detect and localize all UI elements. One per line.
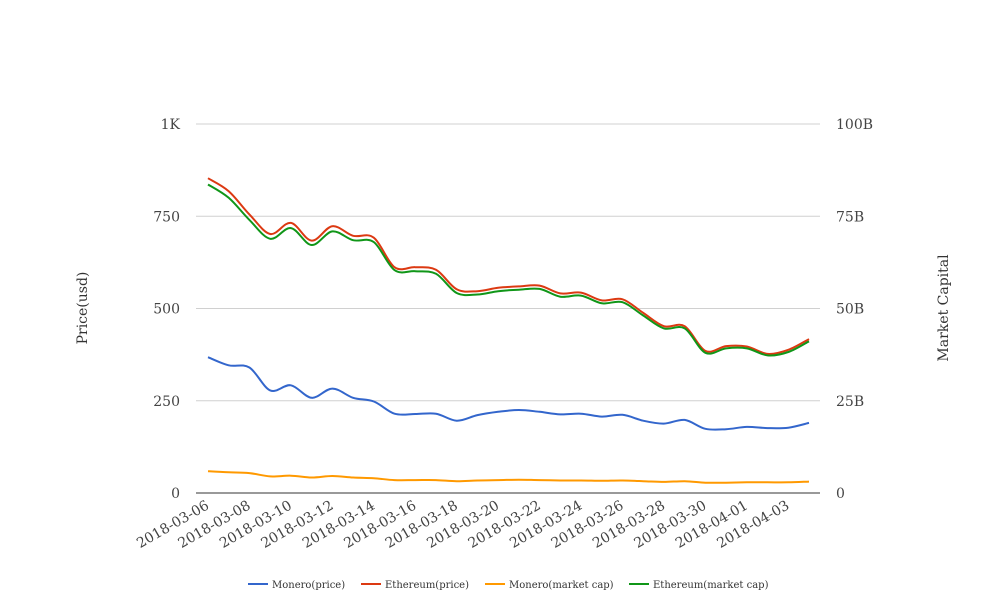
y2-tick-label: 0 (836, 486, 845, 502)
series-line-ethereum-market-cap (207, 183, 810, 357)
series-lines (207, 177, 810, 484)
y-tick-label: 0 (171, 486, 180, 502)
legend-item: Ethereum(price) (361, 580, 469, 591)
y-tick-label: 750 (153, 209, 180, 225)
grid (196, 123, 820, 494)
legend-label: Ethereum(price) (385, 580, 469, 591)
y-tick-label: 500 (153, 302, 180, 318)
y-tick-label: 1K (161, 117, 181, 133)
legend-item: Ethereum(market cap) (629, 580, 769, 591)
legend-label: Monero(price) (272, 580, 345, 591)
y2-tick-label: 100B (836, 117, 873, 133)
left-axis-ticks: 0 250 500 750 1K (153, 117, 180, 502)
legend-item: Monero(price) (248, 580, 345, 591)
y2-tick-label: 75B (836, 209, 864, 225)
legend-label: Ethereum(market cap) (653, 580, 769, 591)
y2-tick-label: 25B (836, 394, 864, 410)
legend: Monero(price) Ethereum(price) Monero(marke… (248, 580, 769, 591)
y2-tick-label: 50B (836, 302, 864, 318)
series-line-monero-price (207, 356, 810, 431)
legend-item: Monero(market cap) (485, 580, 614, 591)
y-tick-label: 250 (153, 394, 180, 410)
y-axis-title: Price(usd) (75, 272, 91, 345)
x-axis-ticks: 2018-03-062018-03-082018-03-102018-03-12… (134, 498, 792, 552)
right-axis-ticks: 0 25B 50B 75B 100B (836, 117, 873, 502)
series-line-monero-market-cap (207, 470, 810, 484)
legend-label: Monero(market cap) (509, 580, 614, 591)
series-line-ethereum-price (207, 177, 810, 355)
y2-axis-title: Market Capital (936, 254, 952, 362)
